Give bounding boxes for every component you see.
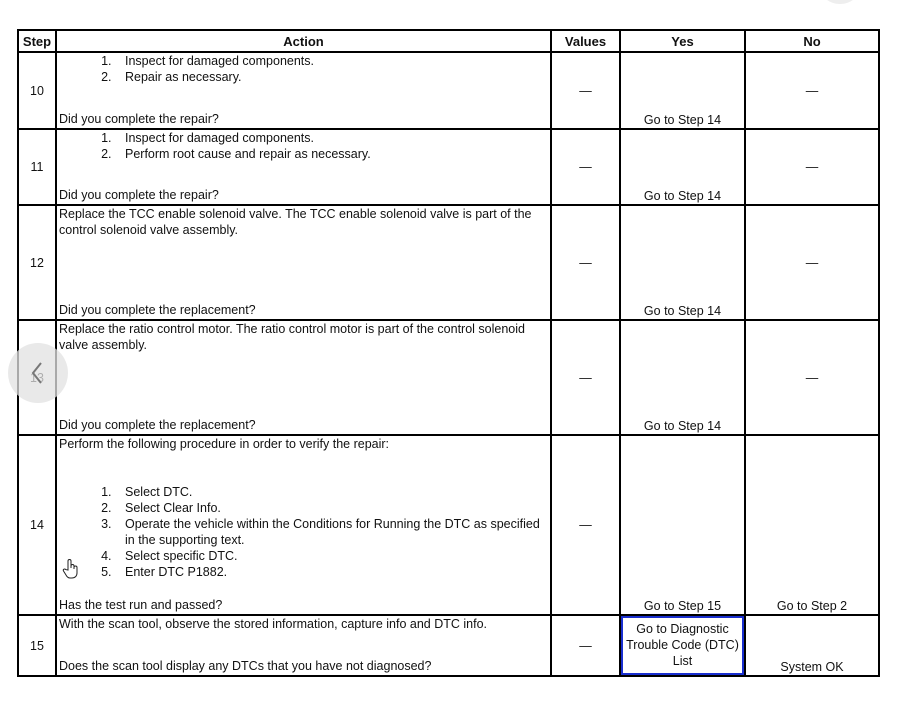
step-number: 15 [17, 614, 57, 677]
step-number: 14 [17, 434, 57, 616]
action-cell: Inspect for damaged components.Repair as… [55, 51, 552, 130]
yes-cell[interactable]: Go to Step 15 [619, 434, 746, 616]
action-step-item: Select specific DTC. [115, 548, 548, 564]
action-question: Did you complete the repair? [59, 188, 219, 202]
table-row: 13 Replace the ratio control motor. The … [17, 319, 880, 436]
action-intro: Perform the following procedure in order… [59, 437, 390, 451]
hand-pointer-icon [62, 558, 80, 585]
values-cell: — [550, 128, 621, 206]
action-question: Did you complete the repair? [59, 112, 219, 126]
action-cell: With the scan tool, observe the stored i… [55, 614, 552, 677]
diagnostic-table: Step Action Values Yes No 10 Inspect for… [17, 29, 880, 677]
header-no: No [744, 29, 880, 53]
action-step-item: Select DTC. [115, 484, 548, 500]
chevron-left-icon [31, 362, 42, 384]
action-question: Has the test run and passed? [59, 598, 223, 612]
values-cell: — [550, 319, 621, 436]
step-number: 12 [17, 204, 57, 321]
table-row: 15 With the scan tool, observe the store… [17, 614, 880, 677]
step-number: 11 [17, 128, 57, 206]
no-cell[interactable]: — [744, 51, 880, 130]
action-cell: Replace the ratio control motor. The rat… [55, 319, 552, 436]
header-step: Step [17, 29, 57, 53]
action-intro: With the scan tool, observe the stored i… [59, 617, 487, 631]
yes-cell[interactable]: Go to Step 14 [619, 128, 746, 206]
values-cell: — [550, 204, 621, 321]
action-question: Did you complete the replacement? [59, 303, 256, 317]
yes-cell[interactable]: Go to Diagnostic Trouble Code (DTC) List [619, 614, 746, 677]
corner-button[interactable] [820, 0, 860, 4]
no-cell[interactable]: — [744, 319, 880, 436]
header-row: Step Action Values Yes No [17, 29, 880, 53]
action-step-item: Perform root cause and repair as necessa… [115, 146, 548, 162]
values-cell: — [550, 434, 621, 616]
table-row: 12 Replace the TCC enable solenoid valve… [17, 204, 880, 321]
action-step-item: Enter DTC P1882. [115, 564, 548, 580]
action-step-item: Select Clear Info. [115, 500, 548, 516]
yes-cell[interactable]: Go to Step 14 [619, 319, 746, 436]
action-step-item: Operate the vehicle within the Condition… [115, 516, 548, 548]
prev-button[interactable] [8, 343, 68, 403]
action-step-item: Inspect for damaged components. [115, 53, 548, 69]
no-cell[interactable]: System OK [744, 614, 880, 677]
yes-cell[interactable]: Go to Step 14 [619, 51, 746, 130]
yes-cell[interactable]: Go to Step 14 [619, 204, 746, 321]
action-step-item: Repair as necessary. [115, 69, 548, 85]
action-question: Does the scan tool display any DTCs that… [59, 659, 432, 673]
action-question: Did you complete the replacement? [59, 418, 256, 432]
action-intro: Replace the ratio control motor. The rat… [59, 322, 525, 352]
header-action: Action [55, 29, 552, 53]
action-cell: Perform the following procedure in order… [55, 434, 552, 616]
action-step-item: Inspect for damaged components. [115, 130, 548, 146]
action-intro: Replace the TCC enable solenoid valve. T… [59, 207, 532, 237]
table-row: 14 Perform the following procedure in or… [17, 434, 880, 616]
table-row: 11 Inspect for damaged components.Perfor… [17, 128, 880, 206]
header-values: Values [550, 29, 621, 53]
values-cell: — [550, 614, 621, 677]
values-cell: — [550, 51, 621, 130]
no-cell[interactable]: — [744, 204, 880, 321]
step-number: 10 [17, 51, 57, 130]
action-cell: Replace the TCC enable solenoid valve. T… [55, 204, 552, 321]
header-yes: Yes [619, 29, 746, 53]
no-cell[interactable]: Go to Step 2 [744, 434, 880, 616]
action-cell: Inspect for damaged components.Perform r… [55, 128, 552, 206]
no-cell[interactable]: — [744, 128, 880, 206]
table-row: 10 Inspect for damaged components.Repair… [17, 51, 880, 130]
